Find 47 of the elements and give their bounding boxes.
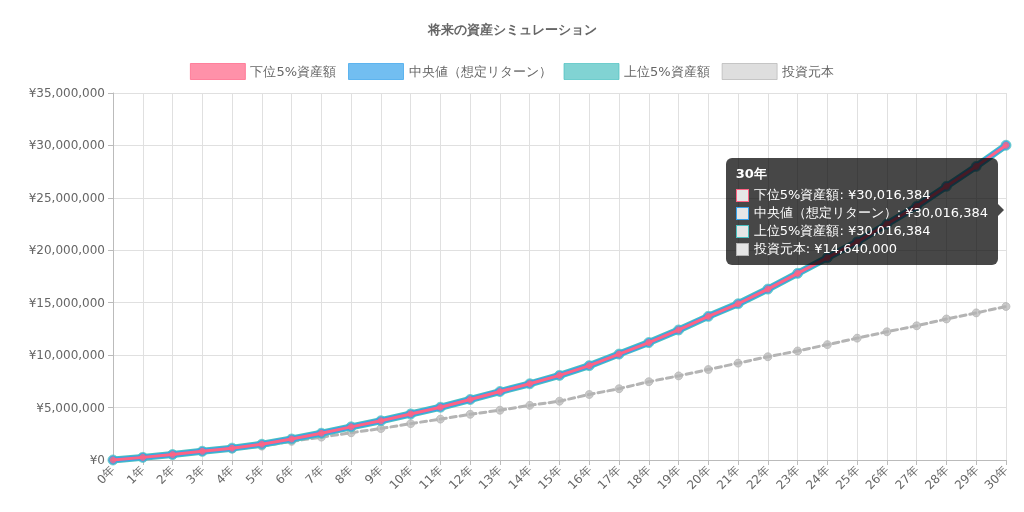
legend-label: 上位5%資産額	[624, 64, 710, 79]
x-tick-label: 22年	[743, 463, 773, 493]
x-tick-label: 4年	[213, 463, 238, 487]
x-tick-label: 20年	[684, 463, 714, 493]
x-tick-label: 18年	[624, 463, 654, 493]
x-tick-label: 19年	[654, 463, 684, 493]
y-tick-label: ¥5,000,000	[36, 400, 105, 415]
x-tick-label: 30年	[981, 463, 1011, 493]
chart-title: 将来の資産シミュレーション	[426, 22, 597, 37]
x-tick-label: 16年	[565, 463, 595, 493]
x-tick-label: 26年	[862, 463, 892, 493]
x-tick-label: 3年	[183, 463, 208, 487]
annotation: 投資元本: ¥14,640,000	[753, 240, 897, 258]
x-tick-label: 14年	[505, 463, 535, 493]
y-tick-label: ¥25,000,000	[28, 190, 105, 205]
x-tick-label: 10年	[386, 463, 416, 493]
x-tick-label: 2年	[153, 463, 178, 487]
annotation: 中央値（想定リターン）: ¥30,016,384	[753, 204, 988, 222]
y-tick-label: ¥30,000,000	[28, 138, 105, 153]
x-tick-label: 17年	[594, 463, 624, 493]
x-tick-label: 21年	[713, 463, 744, 493]
annotation: 30年	[735, 165, 768, 183]
y-tick-label: ¥15,000,000	[28, 295, 105, 310]
legend-label: 投資元本	[781, 64, 835, 79]
x-tick-label: 29年	[952, 463, 982, 493]
y-tick-label: ¥20,000,000	[28, 243, 105, 258]
x-tick-label: 9年	[362, 463, 386, 487]
x-tick-label: 25年	[832, 463, 863, 493]
y-tick-label: ¥10,000,000	[28, 348, 105, 363]
x-tick-label: 15年	[535, 463, 565, 493]
x-tick-label: 11年	[416, 463, 446, 493]
x-tick-label: 23年	[773, 463, 803, 493]
annotation: 下位5%資産額: ¥30,016,384	[753, 186, 931, 204]
legend-label: 下位5%資産額	[250, 64, 336, 79]
x-tick-label: 5年	[243, 463, 267, 487]
y-tick-label: ¥35,000,000	[28, 86, 105, 100]
x-tick-label: 1年	[123, 463, 148, 487]
x-tick-label: 8年	[332, 463, 357, 487]
x-tick-label: 12年	[445, 463, 476, 493]
x-tick-label: 24年	[803, 463, 833, 493]
x-tick-label: 28年	[922, 463, 952, 493]
x-tick-label: 13年	[475, 463, 505, 493]
legend-label: 中央値（想定リターン）	[408, 64, 552, 79]
x-tick-label: 7年	[302, 463, 327, 487]
x-tick-label: 6年	[272, 463, 297, 487]
x-tick-label: 27年	[892, 463, 922, 493]
annotation: 上位5%資産額: ¥30,016,384	[753, 222, 931, 240]
